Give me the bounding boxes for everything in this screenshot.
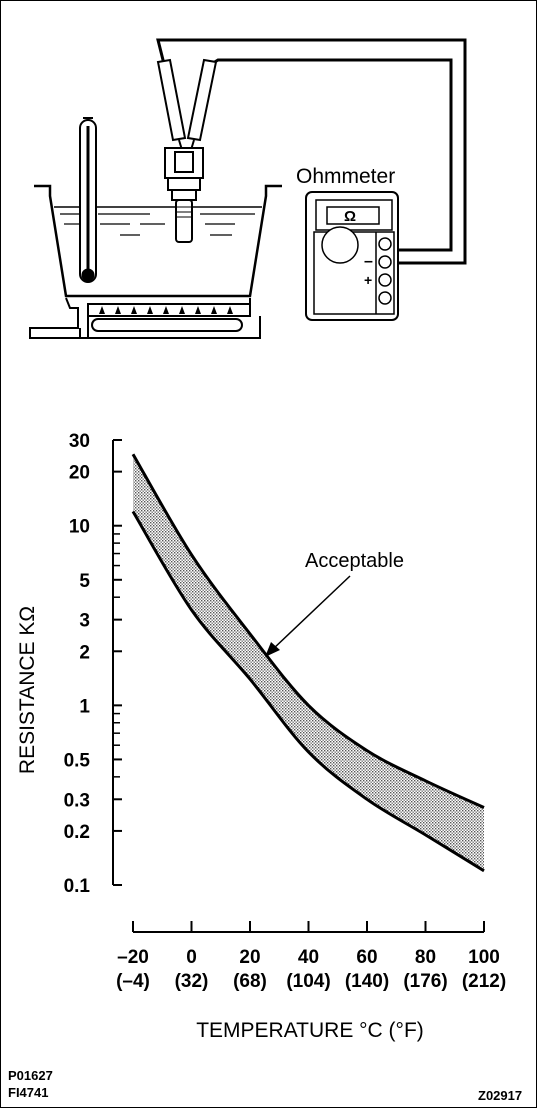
water-container [34, 184, 282, 298]
y-tick-label: 1 [79, 696, 90, 717]
x-tick-label-celsius: 80 [415, 947, 436, 968]
x-axis-title: TEMPERATURE °C (°F) [196, 1019, 424, 1042]
y-tick-label: 3 [79, 611, 90, 632]
x-tick-label-fahrenheit: (–4) [116, 971, 150, 992]
plus-terminal-label: + [364, 272, 372, 288]
x-tick-label-fahrenheit: (68) [233, 971, 267, 992]
ohmmeter-label: Ohmmeter [296, 165, 395, 188]
figure-code-fi4741: FI4741 [8, 1085, 48, 1100]
y-tick-label: 0.3 [64, 790, 90, 811]
water-surface [60, 213, 255, 236]
burner-flames [99, 306, 233, 314]
y-tick-label: 10 [69, 517, 90, 538]
thermometer [79, 117, 97, 283]
x-tick-label-fahrenheit: (32) [175, 971, 209, 992]
y-tick-label: 0.2 [64, 822, 90, 843]
upper-limit-curve [131, 453, 485, 809]
test-setup-diagram: Ohmmeter Ω – + [29, 38, 467, 339]
x-tick-label-celsius: –20 [117, 947, 149, 968]
x-tick-label-fahrenheit: (176) [403, 971, 447, 992]
acceptable-band-fill [133, 454, 484, 871]
ohmmeter [305, 191, 399, 321]
x-tick-label-celsius: 20 [239, 947, 260, 968]
y-tick-label: 2 [79, 642, 90, 663]
annotation-arrow [265, 575, 351, 657]
y-axis-title: RESISTANCE KΩ [16, 606, 39, 774]
x-tick-label-fahrenheit: (212) [462, 971, 506, 992]
x-tick-label-celsius: 0 [186, 947, 197, 968]
figure-code-p01627: P01627 [8, 1068, 53, 1083]
lower-limit-curve [131, 510, 485, 873]
burner [29, 297, 261, 339]
x-tick-label-celsius: 100 [468, 947, 500, 968]
temperature-sensor [164, 147, 204, 243]
figure-code-z02917: Z02917 [478, 1088, 522, 1103]
resistance-chart: 30 20 10 5 3 2 1 0.5 0.3 0.2 0.1 –20 (–4) 0 (32) 20 (68… [16, 431, 506, 1042]
y-tick-label: 0.5 [64, 750, 91, 771]
minus-terminal-label: – [364, 253, 373, 270]
x-tick-label-fahrenheit: (104) [286, 971, 330, 992]
y-tick-label: 0.1 [64, 876, 91, 897]
y-tick-label: 30 [69, 431, 90, 452]
y-tick-label: 5 [79, 571, 90, 592]
y-tick-label: 20 [69, 463, 90, 484]
x-tick-label-celsius: 40 [298, 947, 319, 968]
acceptable-annotation: Acceptable [305, 550, 404, 572]
ohm-symbol: Ω [344, 208, 356, 225]
x-tick-label-fahrenheit: (140) [345, 971, 389, 992]
x-tick-label-celsius: 60 [356, 947, 377, 968]
test-probes [156, 58, 218, 151]
